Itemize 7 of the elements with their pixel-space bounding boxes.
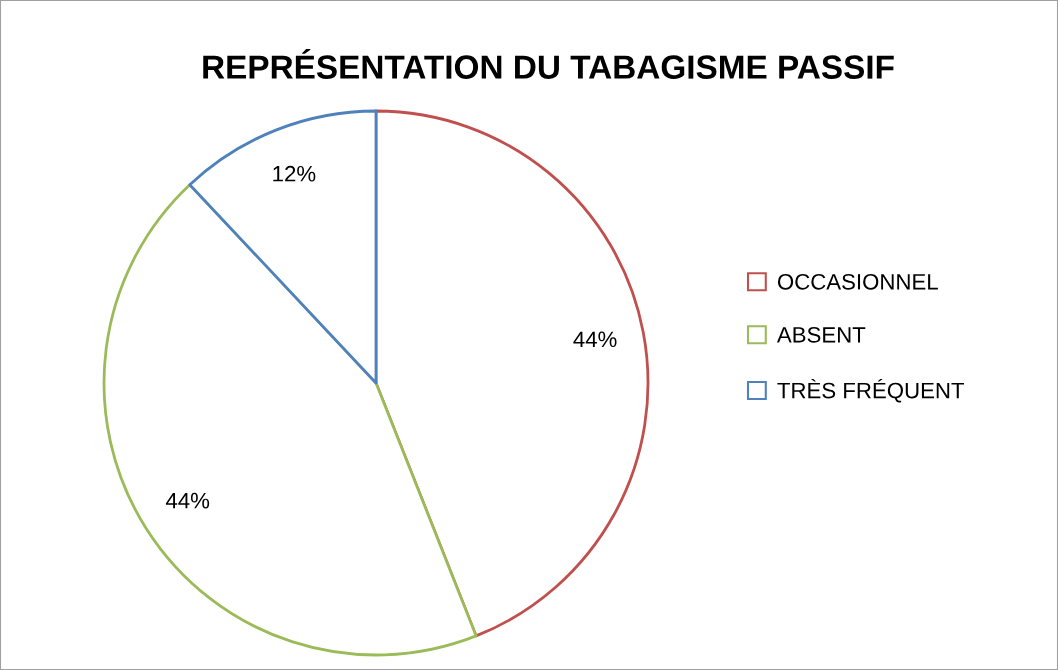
chart-title: REPRÉSENTATION DU TABAGISME PASSIF	[203, 49, 894, 79]
data-label: 44%	[165, 492, 210, 509]
legend-label: TRÈS FRÉQUENT	[777, 378, 965, 403]
data-label: 44%	[573, 331, 617, 348]
data-label: 12%	[273, 165, 316, 182]
legend-label: OCCASIONNEL	[777, 273, 938, 290]
legend-label: ABSENT	[776, 326, 866, 343]
